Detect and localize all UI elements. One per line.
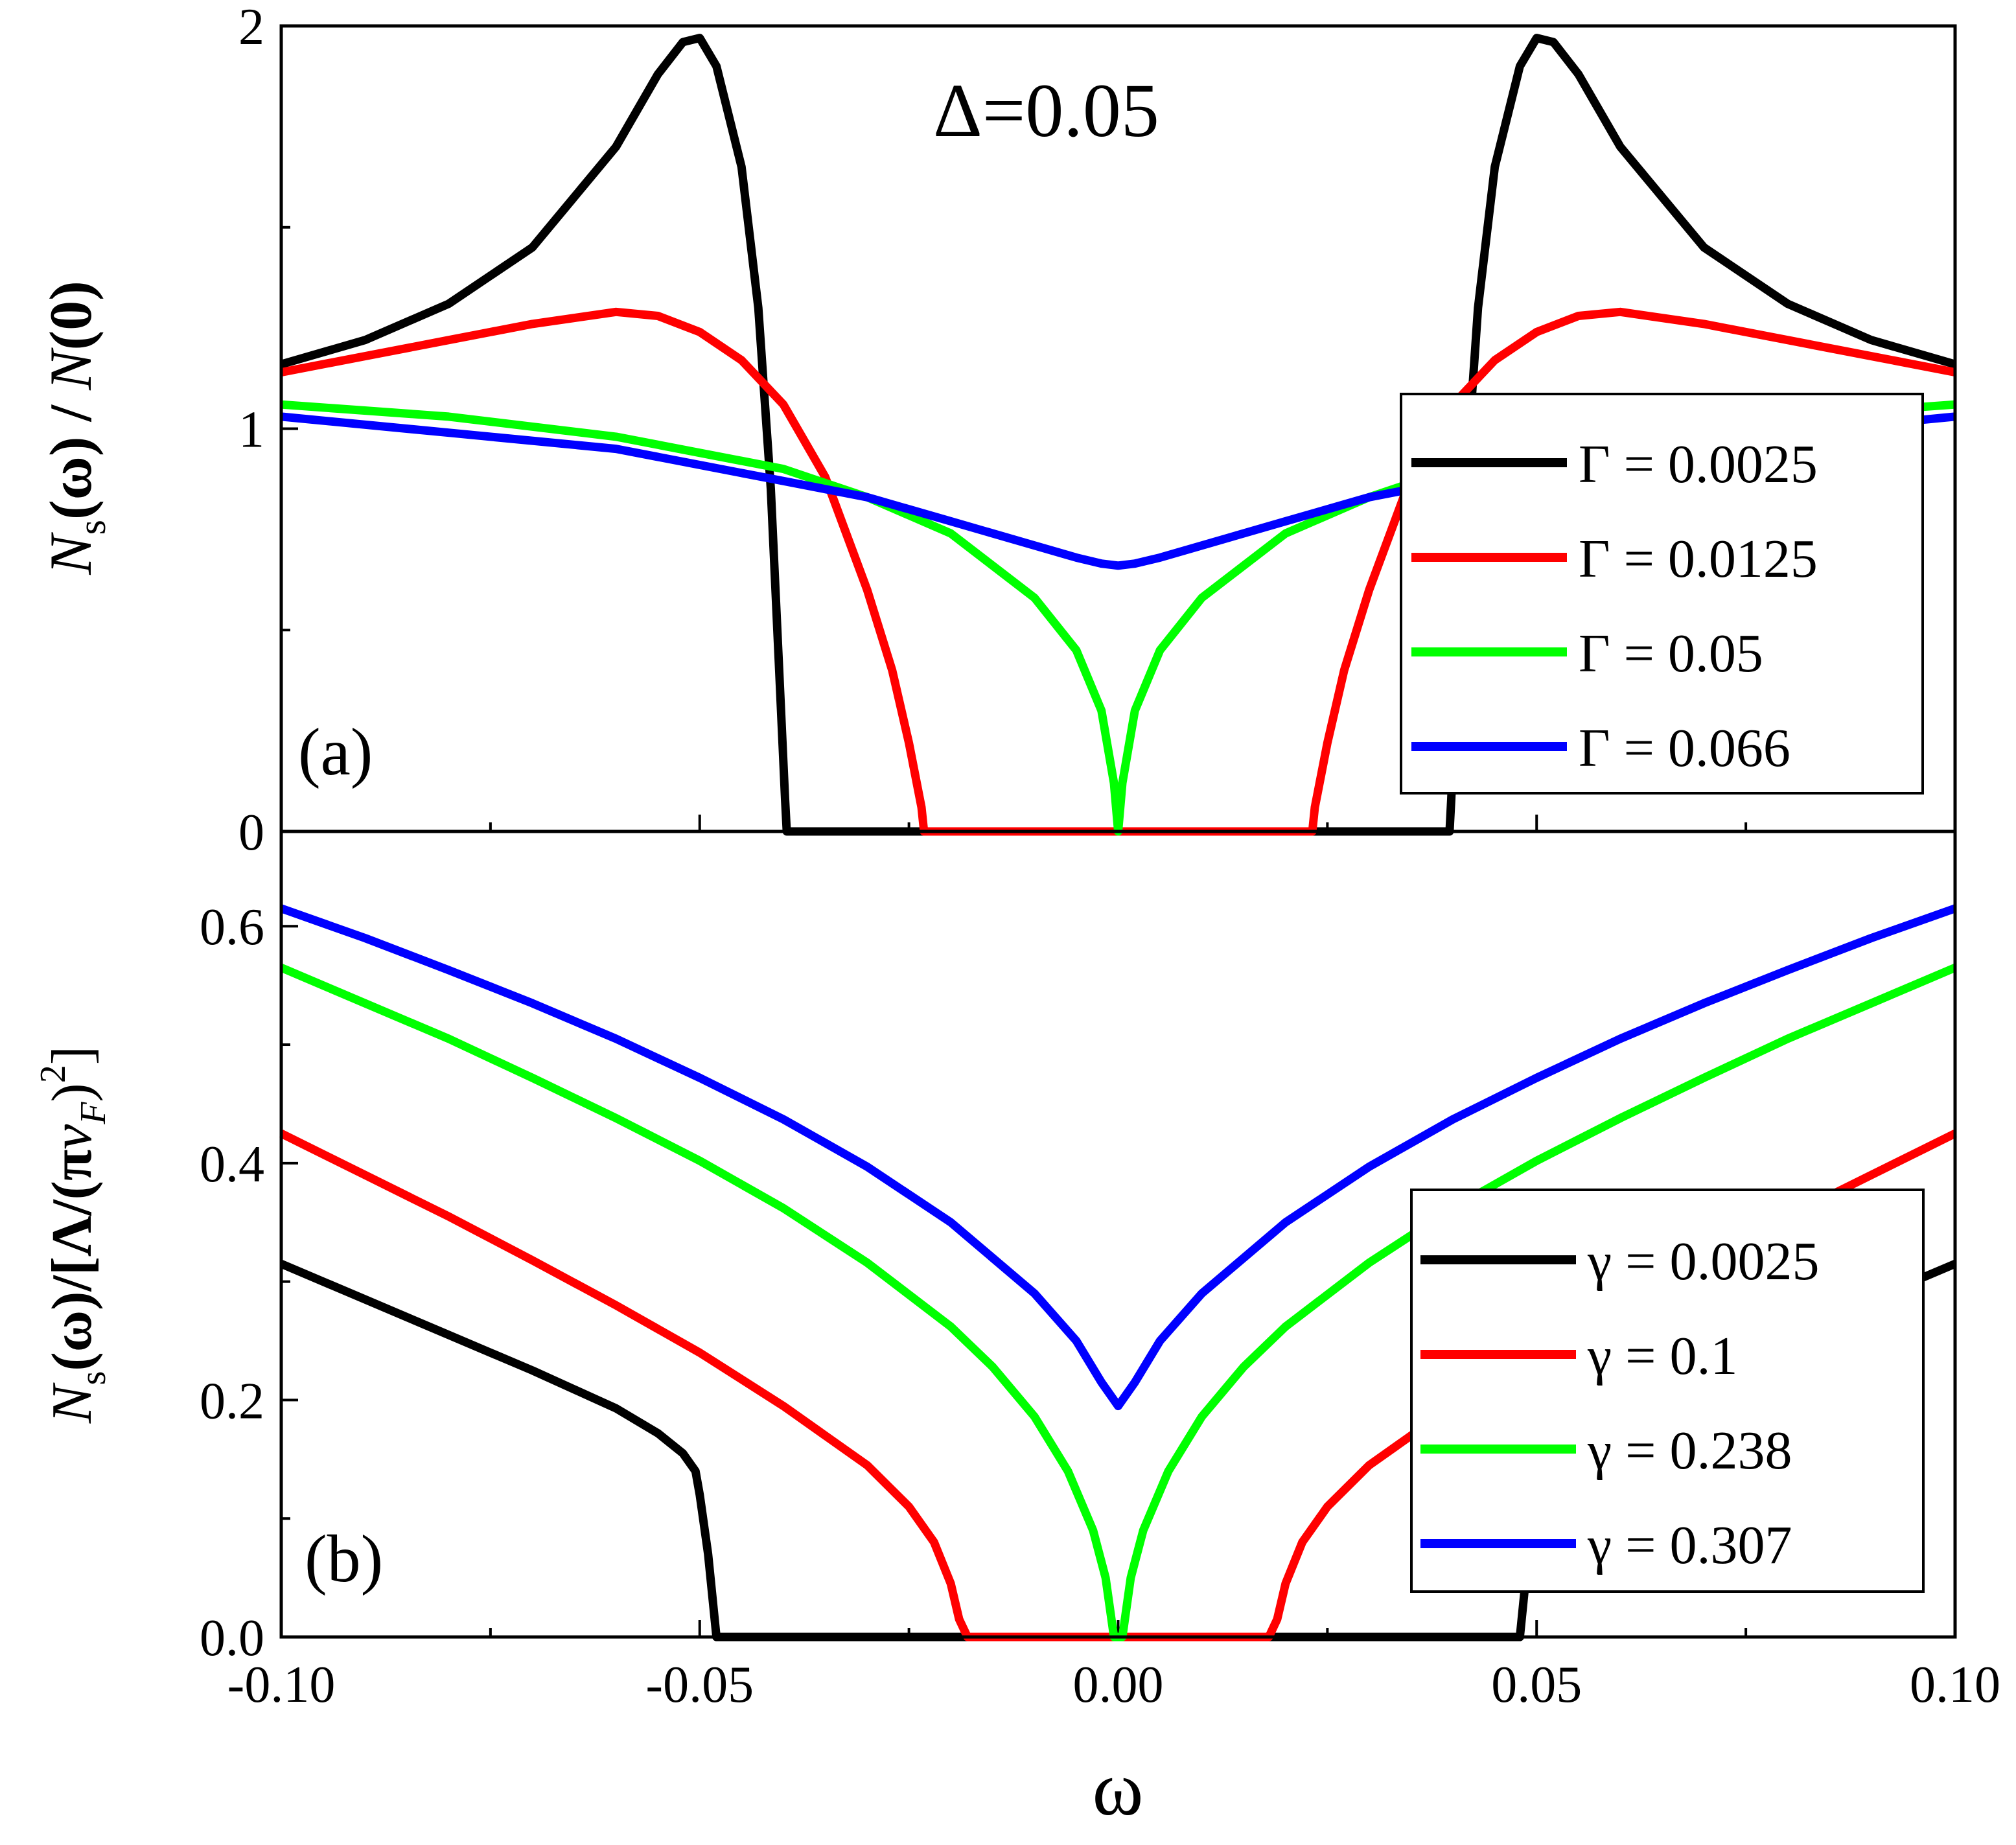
x-tick-labels: -0.10 -0.05 0.00 0.05 0.10 (227, 1656, 2000, 1713)
delta-annotation: Δ=0.05 (933, 68, 1159, 153)
legend-b-label-2: γ = 0.238 (1587, 1421, 1792, 1481)
ytick-label-b-0: 0.0 (200, 1610, 264, 1667)
panel-b-frame (279, 830, 1957, 1639)
legend-panel-b: γ = 0.0025 γ = 0.1 γ = 0.238 γ = 0.307 (1410, 1189, 1925, 1593)
xtick-label-0: -0.10 (227, 1656, 336, 1713)
panel-a-ylabel: Ns(ω) / N(0) (38, 281, 113, 575)
ytick-label-b-1: 0.2 (200, 1373, 264, 1430)
xtick-label-3: 0.05 (1491, 1656, 1582, 1713)
x-axis-label: ω (1093, 1745, 1144, 1831)
ytick-label-a-1: 1 (238, 402, 264, 459)
legend-b-label-0: γ = 0.0025 (1587, 1231, 1820, 1292)
ytick-label-b-3: 0.6 (200, 899, 264, 956)
panel-b-label: (b) (305, 1522, 383, 1596)
xtick-label-4: 0.10 (1910, 1656, 2000, 1713)
panel-b-ylabel: Ns(ω)/[Λ/(πvF)2] (33, 1046, 113, 1424)
legend-panel-a: Γ = 0.0025 Γ = 0.0125 Γ = 0.05 Γ = 0.066 (1400, 393, 1924, 795)
series-line-b-3 (279, 904, 1957, 1411)
legend-a-label-1: Γ = 0.0125 (1579, 529, 1818, 589)
panel-a-label: (a) (298, 715, 373, 789)
legend-a-label-0: Γ = 0.0025 (1579, 434, 1818, 494)
ytick-label-b-2: 0.4 (200, 1136, 264, 1193)
ytick-label-a-2: 2 (238, 0, 264, 56)
legend-a-label-2: Γ = 0.05 (1579, 623, 1763, 684)
legend-a-label-3: Γ = 0.066 (1579, 718, 1790, 778)
ytick-label-a-0: 0 (238, 804, 264, 861)
xtick-label-1: -0.05 (645, 1656, 754, 1713)
legend-b-label-1: γ = 0.1 (1587, 1326, 1738, 1386)
legend-b-label-3: γ = 0.307 (1587, 1515, 1792, 1575)
y-tick-labels: 0 1 2 0.0 0.2 0.4 0.6 (200, 0, 264, 1667)
xtick-label-2: 0.00 (1073, 1656, 1164, 1713)
